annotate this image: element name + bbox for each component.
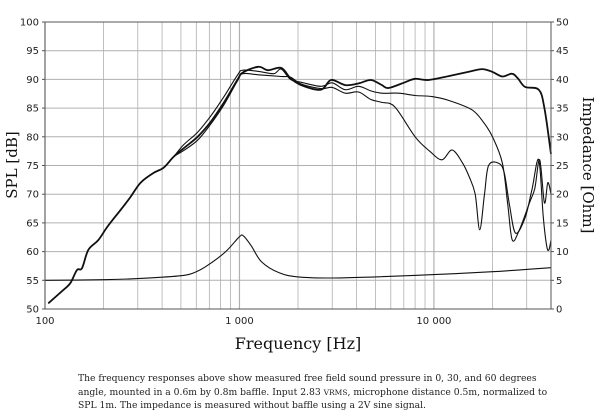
y-tick-label: 90 xyxy=(26,75,39,86)
x-tick-label: 10 000 xyxy=(416,316,451,327)
impedance-curve xyxy=(44,234,552,281)
caption-vrms: VRMS xyxy=(323,387,348,397)
y-tick-label: 65 xyxy=(26,218,39,229)
y2-tick-label: 35 xyxy=(556,104,569,115)
figure-caption: The frequency responses above show measu… xyxy=(78,372,558,413)
x-tick-label: 100 xyxy=(35,316,54,327)
frequency-response-chart: 50 55 60 65 70 75 80 85 90 95 100 0 5 10 15 20 25 30 35 40 4… xyxy=(3,18,597,354)
spl-curve xyxy=(47,65,552,304)
y-tick-label: 55 xyxy=(26,276,39,287)
grid xyxy=(42,21,554,310)
y-tick-label: 50 xyxy=(26,305,39,316)
tick-labels: 50 55 60 65 70 75 80 85 90 95 100 0 5 10 15 20 25 30 35 40 4… xyxy=(20,18,569,328)
y2-tick-label: 0 xyxy=(556,305,562,316)
series-lines xyxy=(44,65,552,304)
y2-tick-label: 5 xyxy=(556,276,562,287)
y-tick-label: 85 xyxy=(26,104,39,115)
y2-tick-label: 45 xyxy=(556,46,569,57)
spl-curve xyxy=(47,68,552,304)
plot-frame xyxy=(44,21,552,310)
y2-tick-label: 15 xyxy=(556,218,569,229)
y-tick-label: 95 xyxy=(26,46,39,57)
x-tick-label: 1 000 xyxy=(225,316,254,327)
y-tick-label: 70 xyxy=(26,190,39,201)
y-tick-label: 60 xyxy=(26,247,39,258)
caption-part-2: , microphone distance 0.5m, normalized t… xyxy=(78,386,548,412)
caption-part-1: The frequency responses above show measu… xyxy=(78,373,537,398)
y-tick-label: 100 xyxy=(20,18,39,29)
y2-axis-title: Impedance [Ohm] xyxy=(579,97,597,234)
y-tick-label: 80 xyxy=(26,132,39,143)
y-axis-title: SPL [dB] xyxy=(3,131,21,198)
x-axis-title: Frequency [Hz] xyxy=(235,334,362,353)
y2-tick-label: 40 xyxy=(556,75,569,86)
y2-tick-label: 50 xyxy=(556,18,569,29)
y2-tick-label: 30 xyxy=(556,132,569,143)
y-tick-label: 75 xyxy=(26,161,39,172)
y2-tick-label: 20 xyxy=(556,190,569,201)
spl-curve xyxy=(47,72,552,304)
y2-tick-label: 25 xyxy=(556,161,569,172)
y2-tick-label: 10 xyxy=(556,247,569,258)
